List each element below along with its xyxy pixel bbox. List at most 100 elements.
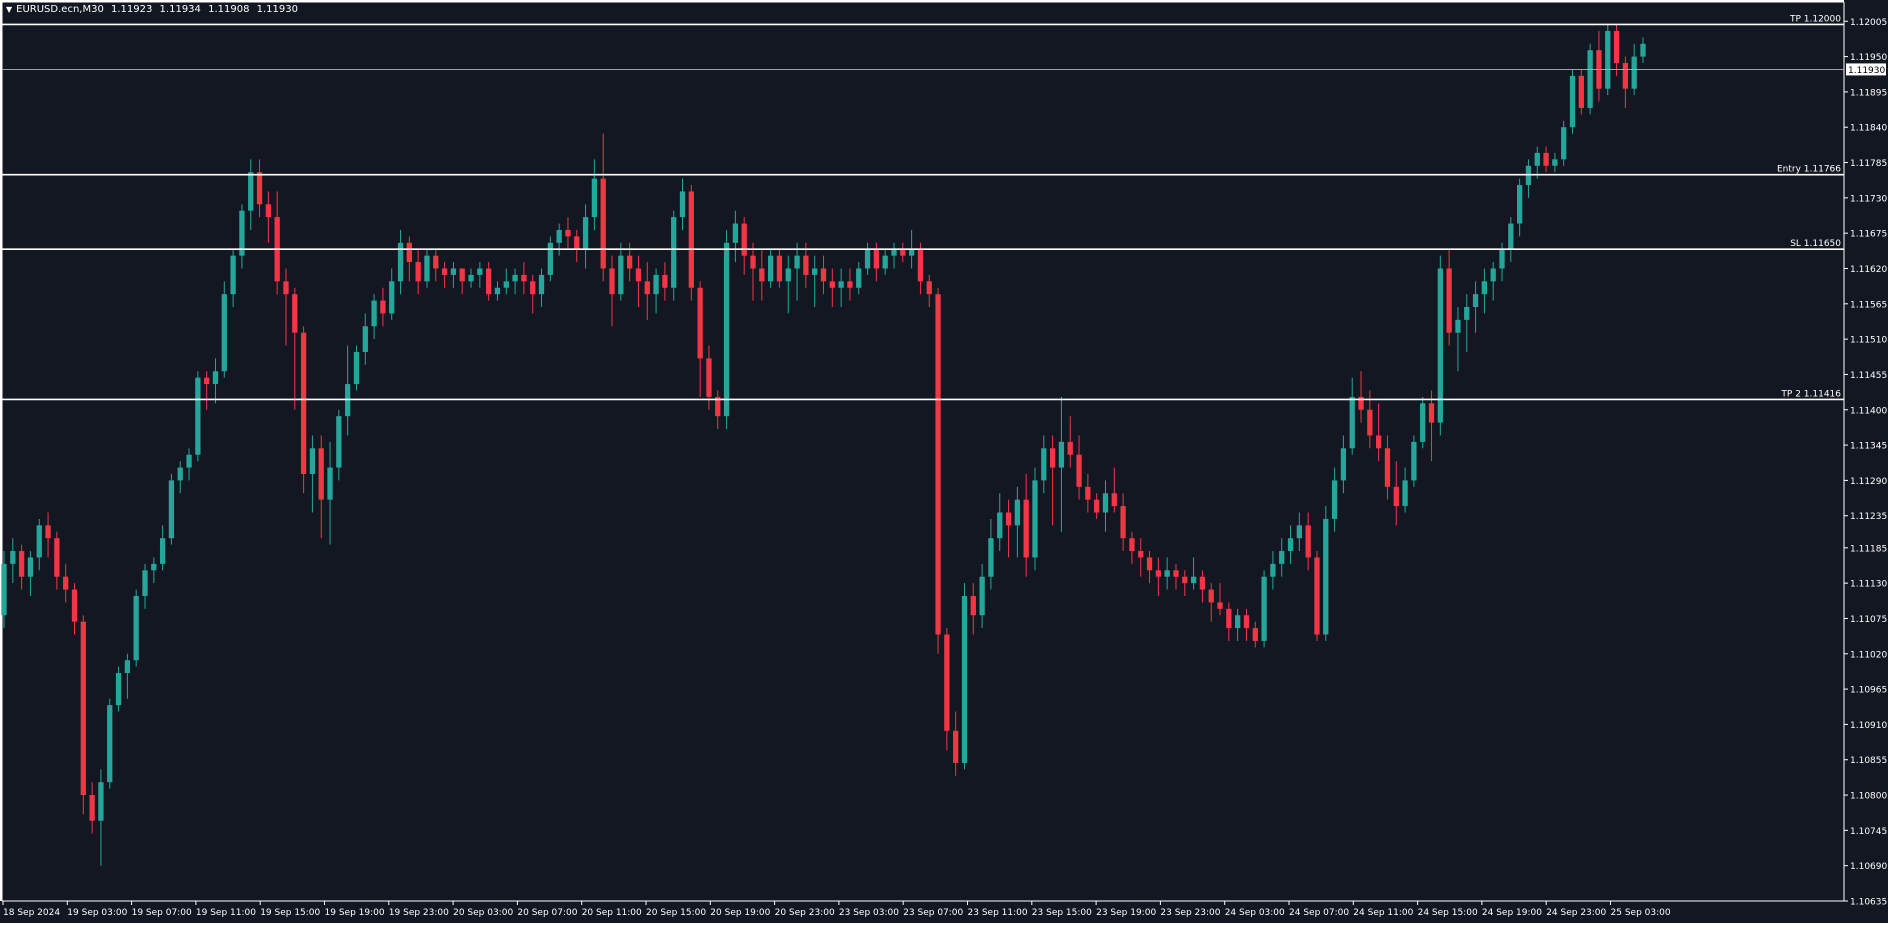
open-price: 1.11923	[111, 4, 153, 15]
candle-bear	[926, 281, 932, 295]
current-price-tag	[1846, 63, 1886, 76]
candle-bear	[1076, 454, 1082, 487]
candle-bull	[1534, 152, 1540, 166]
candle-bear	[1376, 435, 1382, 449]
price-tick-label: 1.10635	[1850, 898, 1887, 908]
price-tick-label: 1.10855	[1850, 756, 1887, 766]
time-tick-label: 24 Sep 07:00	[1289, 908, 1349, 918]
candle-bull	[1631, 56, 1637, 89]
candle-bear	[1138, 551, 1144, 558]
candle-bull	[1552, 159, 1558, 166]
price-tick-label: 1.11620	[1850, 265, 1887, 275]
candle-bear	[521, 274, 527, 282]
price-tick-label: 1.11075	[1850, 615, 1887, 625]
candle-bull	[397, 242, 404, 282]
close-price: 1.11930	[256, 4, 298, 15]
candle-bear	[265, 204, 271, 218]
candle-bull	[1464, 307, 1470, 320]
candle-bear	[697, 287, 703, 359]
candle-bear	[644, 281, 650, 295]
candle-bull	[679, 191, 686, 218]
candle-bull	[997, 512, 1003, 539]
candle-bull	[671, 217, 677, 288]
candle-bear	[1367, 409, 1373, 436]
price-tick-label: 1.11235	[1850, 512, 1887, 522]
candle-bull	[1420, 403, 1426, 442]
candle-bull	[10, 551, 16, 564]
candle-bull	[195, 377, 201, 455]
time-tick-label: 23 Sep 03:00	[839, 908, 899, 918]
candle-bull	[1261, 576, 1267, 641]
candle-bull	[133, 595, 139, 661]
candle-bear	[1023, 499, 1029, 558]
time-tick-label: 24 Sep 15:00	[1418, 908, 1478, 918]
price-tick-label: 1.10965	[1850, 686, 1887, 696]
candle-bear	[565, 229, 571, 237]
candle-bear	[820, 268, 827, 282]
candle-bull	[371, 300, 377, 327]
candle-bull	[767, 255, 774, 282]
candle-bear	[1252, 628, 1258, 641]
candle-bear	[63, 576, 69, 590]
plot-area	[1, 1, 1845, 902]
candle-bull	[142, 570, 148, 596]
chart-menu-icon[interactable]: ▼	[6, 5, 13, 14]
candle-bear	[873, 249, 880, 269]
time-tick-label: 20 Sep 07:00	[517, 908, 577, 918]
candle-bear	[441, 268, 448, 275]
candle-bull	[1014, 499, 1021, 526]
time-tick-label: 20 Sep 19:00	[710, 908, 770, 918]
candle-bear	[847, 281, 853, 288]
candle-bear	[953, 730, 959, 763]
candle-bear	[829, 281, 835, 288]
time-tick-label: 24 Sep 11:00	[1353, 908, 1413, 918]
candle-bull	[353, 351, 360, 385]
candle-bear	[1428, 403, 1435, 423]
time-tick-label: 18 Sep 2024	[3, 908, 60, 918]
candle-bull	[723, 242, 730, 417]
candle-bull	[1331, 480, 1338, 519]
candle-bull	[1587, 50, 1593, 108]
candle-bull	[1402, 480, 1408, 507]
candle-bear	[1358, 396, 1364, 410]
price-tick-label: 1.11185	[1850, 544, 1887, 554]
candle-bull	[239, 210, 245, 256]
candle-bear	[256, 172, 263, 205]
candle-bear	[917, 249, 924, 282]
candle-bull	[1323, 518, 1329, 635]
candle-bull	[1481, 281, 1488, 295]
candle-bull	[864, 249, 871, 269]
candle-bull	[1349, 396, 1355, 449]
candle-bear	[626, 255, 633, 269]
candle-bull	[512, 274, 518, 282]
candle-bear	[600, 178, 606, 269]
level-label: TP 1.12000	[1789, 14, 1841, 24]
time-tick-label: 20 Sep 11:00	[582, 908, 642, 918]
symbol-label: EURUSD.ecn,M30	[16, 4, 104, 15]
candle-bull	[794, 255, 800, 269]
price-tick-label: 1.11400	[1850, 406, 1887, 416]
candle-bull	[547, 242, 553, 275]
candle-bear	[1094, 499, 1100, 513]
time-tick-label: 24 Sep 19:00	[1482, 908, 1542, 918]
price-tick-label: 1.10800	[1850, 792, 1887, 802]
candle-bull	[151, 563, 157, 571]
candle-bull	[1411, 441, 1417, 481]
candle-bear	[18, 551, 25, 577]
candle-bull	[450, 268, 457, 275]
candle-bull	[327, 467, 333, 500]
time-tick-label: 23 Sep 07:00	[903, 908, 963, 918]
candle-bear	[944, 634, 950, 731]
candle-bear	[406, 242, 412, 263]
time-tick-label: 20 Sep 03:00	[453, 908, 513, 918]
candle-bull	[838, 281, 844, 288]
candle-bull	[468, 274, 474, 282]
price-tick-label: 1.10745	[1850, 827, 1887, 837]
candle-bull	[1270, 563, 1276, 577]
candle-bull	[221, 294, 227, 372]
candle-bull	[538, 274, 545, 295]
candle-bull	[212, 371, 219, 385]
candle-bull	[1508, 223, 1514, 250]
